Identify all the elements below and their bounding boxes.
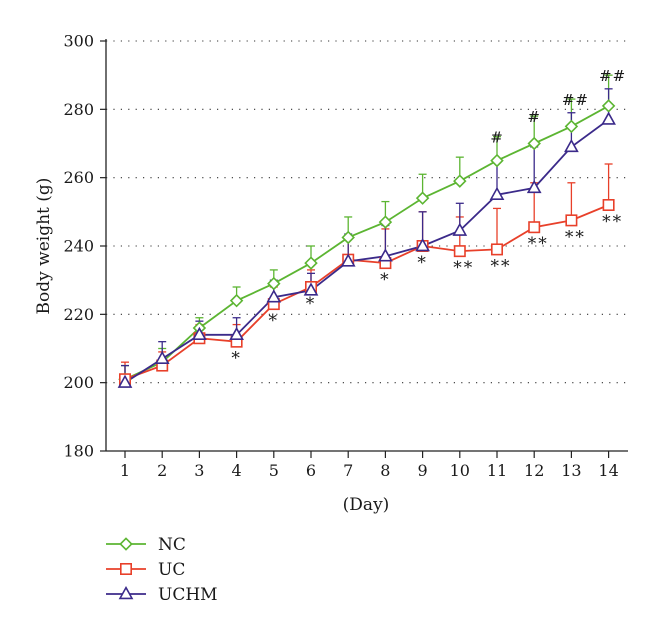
uchm-point [303, 282, 319, 296]
nc-point [267, 276, 281, 291]
x-tick-label: 10 [450, 461, 470, 480]
uc-point [453, 245, 466, 258]
nc-point [527, 136, 541, 151]
x-tick-label: 14 [598, 461, 618, 480]
asterisk-annotation: ** [602, 212, 623, 232]
uchm-legend-marker [118, 585, 134, 600]
uchm-legend-label: UCHM [158, 585, 218, 605]
nc-point [453, 174, 467, 188]
x-tick-label: 2 [157, 461, 167, 480]
asterisk-annotation: * [269, 311, 280, 331]
uchm-point [266, 289, 282, 303]
hash-annotation: # [527, 108, 541, 126]
y-tick-label: 280 [63, 100, 94, 119]
nc-point [601, 99, 616, 113]
asterisk-annotation: * [231, 349, 242, 369]
y-axis-label: Body weight (g) [34, 178, 54, 315]
hash-annotation: ## [562, 91, 589, 109]
uchm-point [415, 237, 430, 252]
hash-annotation: ## [599, 67, 626, 85]
uc-point [490, 243, 503, 256]
nc-point [304, 256, 318, 270]
uchm-point [452, 222, 468, 236]
x-tick-label: 11 [487, 461, 507, 480]
x-tick-label: 3 [194, 461, 204, 480]
uchm-point [378, 248, 393, 262]
x-tick-label: 1 [120, 461, 130, 480]
x-axis-label: (Day) [343, 495, 390, 515]
grid-layer [106, 40, 628, 384]
uc-legend-marker [120, 562, 133, 575]
nc-point [341, 230, 355, 245]
x-tick-label: 6 [306, 461, 316, 480]
asterisk-annotation: * [380, 270, 391, 290]
y-tick-label: 220 [63, 305, 94, 324]
x-tick-label: 8 [380, 461, 390, 480]
asterisk-annotation: ** [528, 234, 549, 254]
uchm-point [229, 326, 244, 341]
uchm-point [117, 374, 133, 388]
nc-legend-marker [119, 537, 133, 551]
uc-point [565, 214, 578, 227]
uchm-point [192, 326, 207, 341]
y-tick-label: 260 [63, 168, 94, 187]
uchm-point [601, 111, 616, 125]
nc-point [490, 153, 504, 168]
nc-point [229, 293, 244, 308]
hash-annotation: # [490, 129, 504, 147]
series-markers [117, 99, 616, 388]
y-tick-label: 240 [63, 237, 94, 256]
nc-legend-label: NC [158, 535, 186, 555]
uchm-point [526, 179, 542, 194]
asterisk-annotation: ** [453, 258, 474, 278]
uc-point [528, 221, 541, 234]
x-tick-label: 12 [524, 461, 544, 480]
nc-point [415, 191, 430, 205]
uc-point [602, 199, 615, 212]
x-tick-label: 9 [418, 461, 428, 480]
asterisk-annotation: ** [565, 227, 586, 247]
asterisk-annotation: ** [491, 256, 512, 276]
x-tick-label: 4 [232, 461, 242, 480]
nc-point [564, 119, 579, 134]
asterisk-annotation: * [306, 294, 317, 314]
uchm-series-line [124, 118, 610, 384]
y-tick-label: 180 [63, 442, 94, 461]
nc-point [378, 215, 393, 229]
y-tick-label: 300 [63, 32, 94, 51]
asterisk-annotation: * [417, 253, 428, 273]
x-tick-label: 7 [343, 461, 353, 480]
x-tick-label: 5 [269, 461, 279, 480]
significance-annotations: ######***** ** **** **** [231, 67, 626, 369]
legend: NC UC UCHM [106, 535, 218, 605]
uchm-point [564, 138, 579, 153]
axis-labels: Body weight (g) (Day) [34, 178, 389, 515]
y-tick-label: 200 [63, 373, 94, 392]
x-tick-label: 13 [561, 461, 581, 480]
nc-series-line [124, 105, 610, 381]
uchm-point [489, 186, 505, 200]
uc-legend-label: UC [158, 560, 185, 580]
uchm-point [154, 350, 170, 364]
uchm-point [340, 253, 356, 267]
